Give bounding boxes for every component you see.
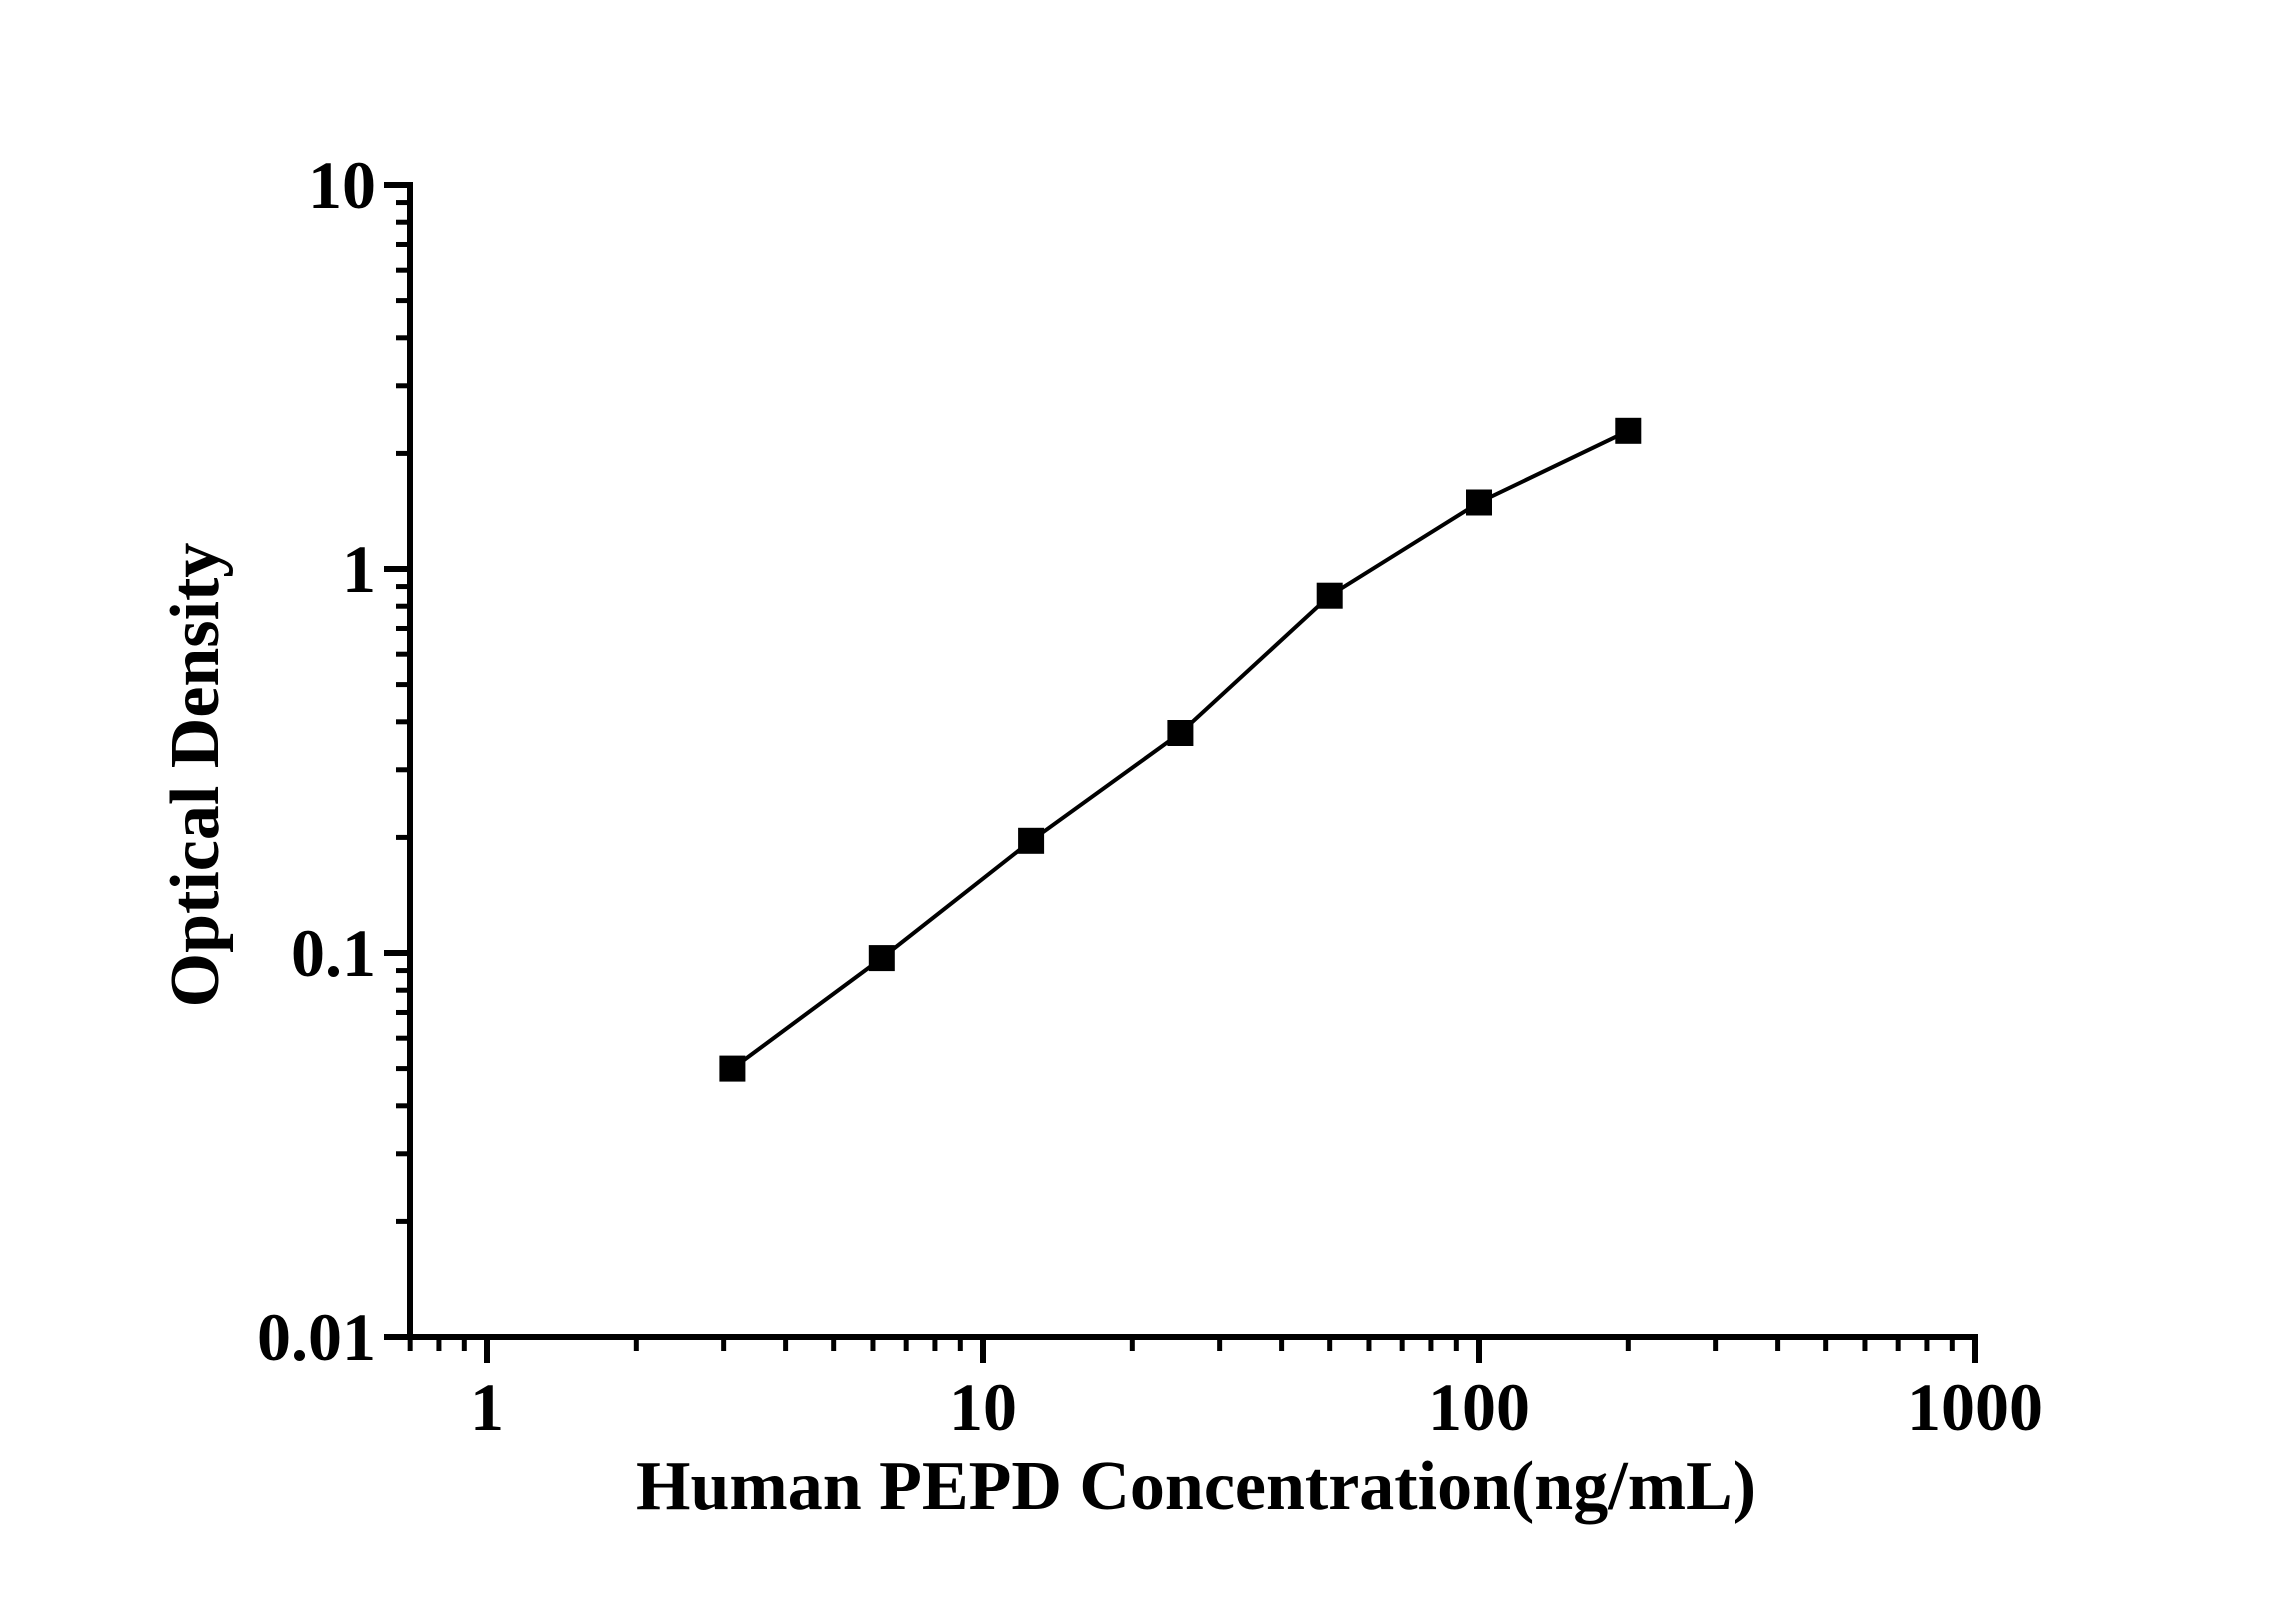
- x-tick-label: 100: [1428, 1369, 1530, 1445]
- data-point-marker: [1018, 827, 1045, 854]
- y-tick-label: 0.1: [291, 915, 376, 991]
- y-axis-title: Optical Density: [157, 542, 234, 1008]
- x-tick-label: 10: [949, 1369, 1017, 1445]
- y-tick-label: 0.01: [257, 1299, 376, 1375]
- data-point-marker: [868, 945, 895, 972]
- x-tick-label: 1: [470, 1369, 504, 1445]
- y-tick-label: 1: [342, 531, 376, 607]
- data-point-marker: [1615, 417, 1642, 444]
- data-line: [731, 428, 1630, 1071]
- data-point-marker: [1167, 720, 1194, 746]
- data-point-marker: [1316, 582, 1343, 609]
- x-axis-title: Human PEPD Concentration(ng/mL): [636, 1448, 1756, 1525]
- y-tick-label: 10: [308, 147, 376, 223]
- data-point-marker: [1466, 489, 1492, 516]
- x-tick-label: 1000: [1907, 1369, 2043, 1445]
- data-point-marker: [719, 1055, 746, 1082]
